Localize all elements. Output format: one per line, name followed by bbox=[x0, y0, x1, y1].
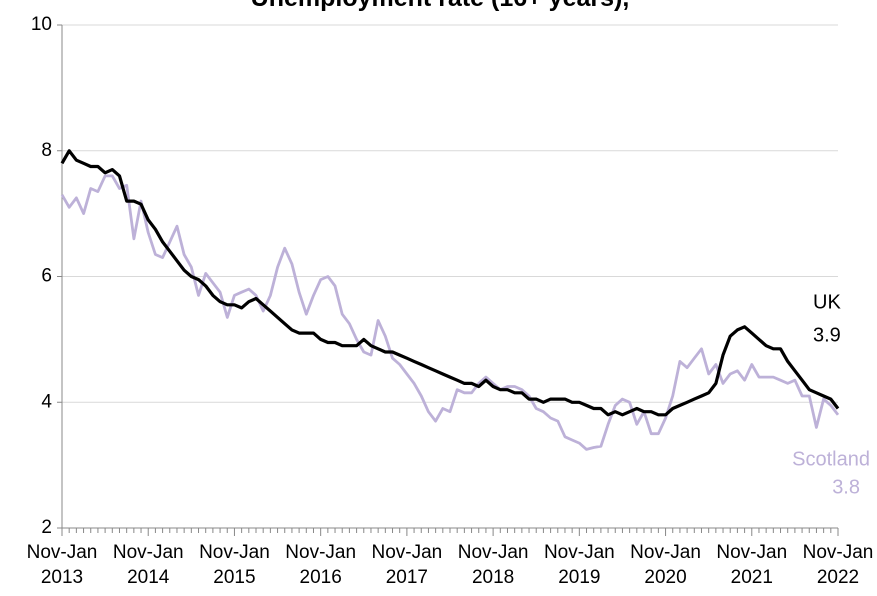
y-tick-label: 4 bbox=[41, 391, 52, 412]
series-label: Scotland bbox=[792, 448, 870, 470]
y-tick-label: 8 bbox=[41, 140, 52, 161]
x-tick-label: Nov-Jan 2016 bbox=[285, 542, 357, 588]
y-tick-label: 2 bbox=[41, 517, 52, 538]
chart-title: Unemployment rate (16+ years), bbox=[251, 0, 630, 12]
x-tick-label: Nov-Jan 2019 bbox=[543, 542, 615, 588]
x-tick-label: Nov-Jan 2014 bbox=[112, 542, 184, 588]
series-label: UK bbox=[813, 291, 841, 313]
series-line bbox=[60, 149, 840, 417]
x-tick-label: Nov-Jan 2015 bbox=[199, 542, 270, 588]
x-tick-label: Nov-Jan 2021 bbox=[716, 542, 788, 588]
series-end-value: 3.8 bbox=[832, 476, 860, 498]
series-line bbox=[60, 174, 840, 451]
y-tick-label: 6 bbox=[41, 266, 52, 287]
x-tick-label: Nov-Jan 2013 bbox=[26, 542, 98, 588]
y-tick-label: 10 bbox=[31, 14, 52, 35]
x-tick-label: Nov-Jan 2020 bbox=[630, 542, 701, 588]
x-tick-label: Nov-Jan 2018 bbox=[457, 542, 529, 588]
series-end-value: 3.9 bbox=[813, 324, 841, 346]
x-tick-label: Nov-Jan 2022 bbox=[802, 542, 874, 588]
x-tick-label: Nov-Jan 2017 bbox=[371, 542, 443, 588]
